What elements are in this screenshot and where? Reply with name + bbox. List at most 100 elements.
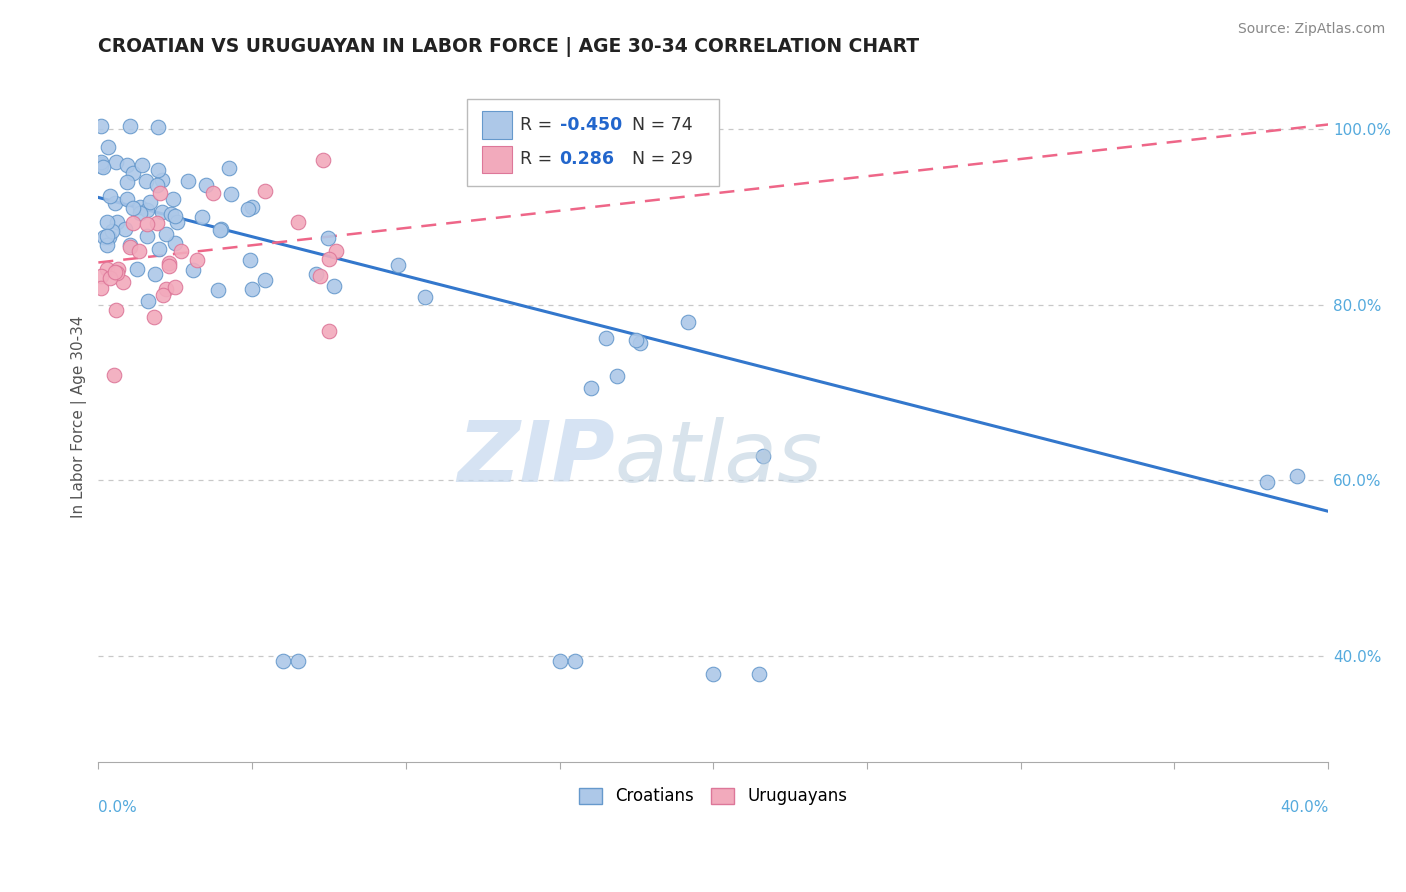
- Point: [165, 280, 187, 294]
- Text: R =: R =: [520, 116, 558, 134]
- Text: Source: ZipAtlas.com: Source: ZipAtlas.com: [1237, 22, 1385, 37]
- Legend: Croatians, Uruguayans: Croatians, Uruguayans: [572, 780, 855, 812]
- Text: CROATIAN VS URUGUAYAN IN LABOR FORCE | AGE 30-34 CORRELATION CHART: CROATIAN VS URUGUAYAN IN LABOR FORCE | A…: [98, 37, 920, 57]
- Point: [239, 252, 262, 267]
- Point: [150, 172, 173, 186]
- Point: [136, 203, 159, 218]
- Text: -0.450: -0.450: [560, 116, 621, 134]
- Text: atlas: atlas: [614, 417, 823, 500]
- Text: 0.0%: 0.0%: [98, 800, 138, 814]
- Point: [90, 159, 112, 173]
- Y-axis label: In Labor Force | Age 30-34: In Labor Force | Age 30-34: [72, 316, 87, 518]
- Point: [748, 772, 770, 787]
- Point: [90, 281, 112, 295]
- Point: [98, 188, 121, 202]
- Point: [626, 333, 648, 347]
- Point: [748, 666, 770, 681]
- Point: [104, 303, 127, 318]
- Point: [104, 155, 127, 169]
- Point: [170, 244, 193, 259]
- Point: [287, 215, 309, 229]
- Point: [136, 294, 159, 309]
- Point: [155, 282, 177, 296]
- Point: [595, 331, 617, 345]
- Point: [121, 165, 143, 179]
- Point: [135, 174, 157, 188]
- Point: [104, 195, 127, 210]
- Point: [163, 209, 186, 223]
- Point: [97, 140, 120, 154]
- Point: [305, 267, 328, 281]
- Point: [253, 273, 276, 287]
- Point: [93, 229, 115, 244]
- Point: [287, 654, 309, 668]
- Text: N = 29: N = 29: [621, 151, 693, 169]
- Point: [162, 192, 184, 206]
- Point: [120, 240, 142, 254]
- Point: [176, 174, 198, 188]
- Point: [97, 229, 120, 244]
- Point: [254, 184, 277, 198]
- FancyBboxPatch shape: [467, 99, 720, 186]
- Point: [1256, 475, 1278, 489]
- Point: [117, 175, 139, 189]
- Point: [131, 158, 153, 172]
- Point: [121, 216, 143, 230]
- Point: [191, 210, 214, 224]
- Point: [105, 215, 128, 229]
- Point: [387, 258, 409, 272]
- Text: N = 74: N = 74: [621, 116, 693, 134]
- Point: [240, 200, 263, 214]
- Point: [90, 269, 112, 284]
- Point: [122, 201, 145, 215]
- Point: [606, 369, 628, 384]
- Point: [242, 283, 264, 297]
- Point: [90, 119, 112, 133]
- Point: [143, 267, 166, 281]
- FancyBboxPatch shape: [482, 145, 512, 173]
- Text: 40.0%: 40.0%: [1279, 800, 1329, 814]
- Point: [209, 222, 232, 236]
- FancyBboxPatch shape: [482, 112, 512, 138]
- Text: 0.286: 0.286: [560, 151, 614, 169]
- Point: [579, 381, 602, 395]
- Point: [96, 238, 118, 252]
- Point: [101, 223, 124, 237]
- Point: [312, 153, 335, 167]
- Text: R =: R =: [520, 151, 564, 169]
- Point: [752, 449, 775, 463]
- Point: [128, 244, 150, 258]
- Point: [148, 120, 170, 134]
- Point: [628, 336, 651, 351]
- Point: [309, 268, 332, 283]
- Point: [152, 288, 174, 302]
- Point: [120, 120, 142, 134]
- Point: [90, 155, 112, 169]
- Point: [207, 283, 229, 297]
- Point: [1286, 468, 1309, 483]
- Point: [118, 238, 141, 252]
- Point: [143, 310, 166, 324]
- Point: [318, 252, 340, 266]
- Point: [564, 654, 586, 668]
- Point: [218, 161, 240, 176]
- Text: ZIP: ZIP: [457, 417, 614, 500]
- Point: [111, 276, 134, 290]
- Point: [96, 262, 118, 277]
- Point: [195, 178, 218, 192]
- Point: [318, 324, 340, 338]
- Point: [150, 204, 173, 219]
- Point: [159, 207, 181, 221]
- Point: [219, 187, 242, 202]
- Point: [115, 192, 138, 206]
- Point: [91, 160, 114, 174]
- Point: [316, 231, 339, 245]
- Point: [149, 186, 172, 200]
- Point: [105, 266, 128, 280]
- Point: [148, 242, 170, 256]
- Point: [238, 202, 260, 217]
- Point: [145, 178, 167, 192]
- Point: [548, 654, 571, 668]
- Point: [117, 158, 139, 172]
- Point: [186, 252, 208, 267]
